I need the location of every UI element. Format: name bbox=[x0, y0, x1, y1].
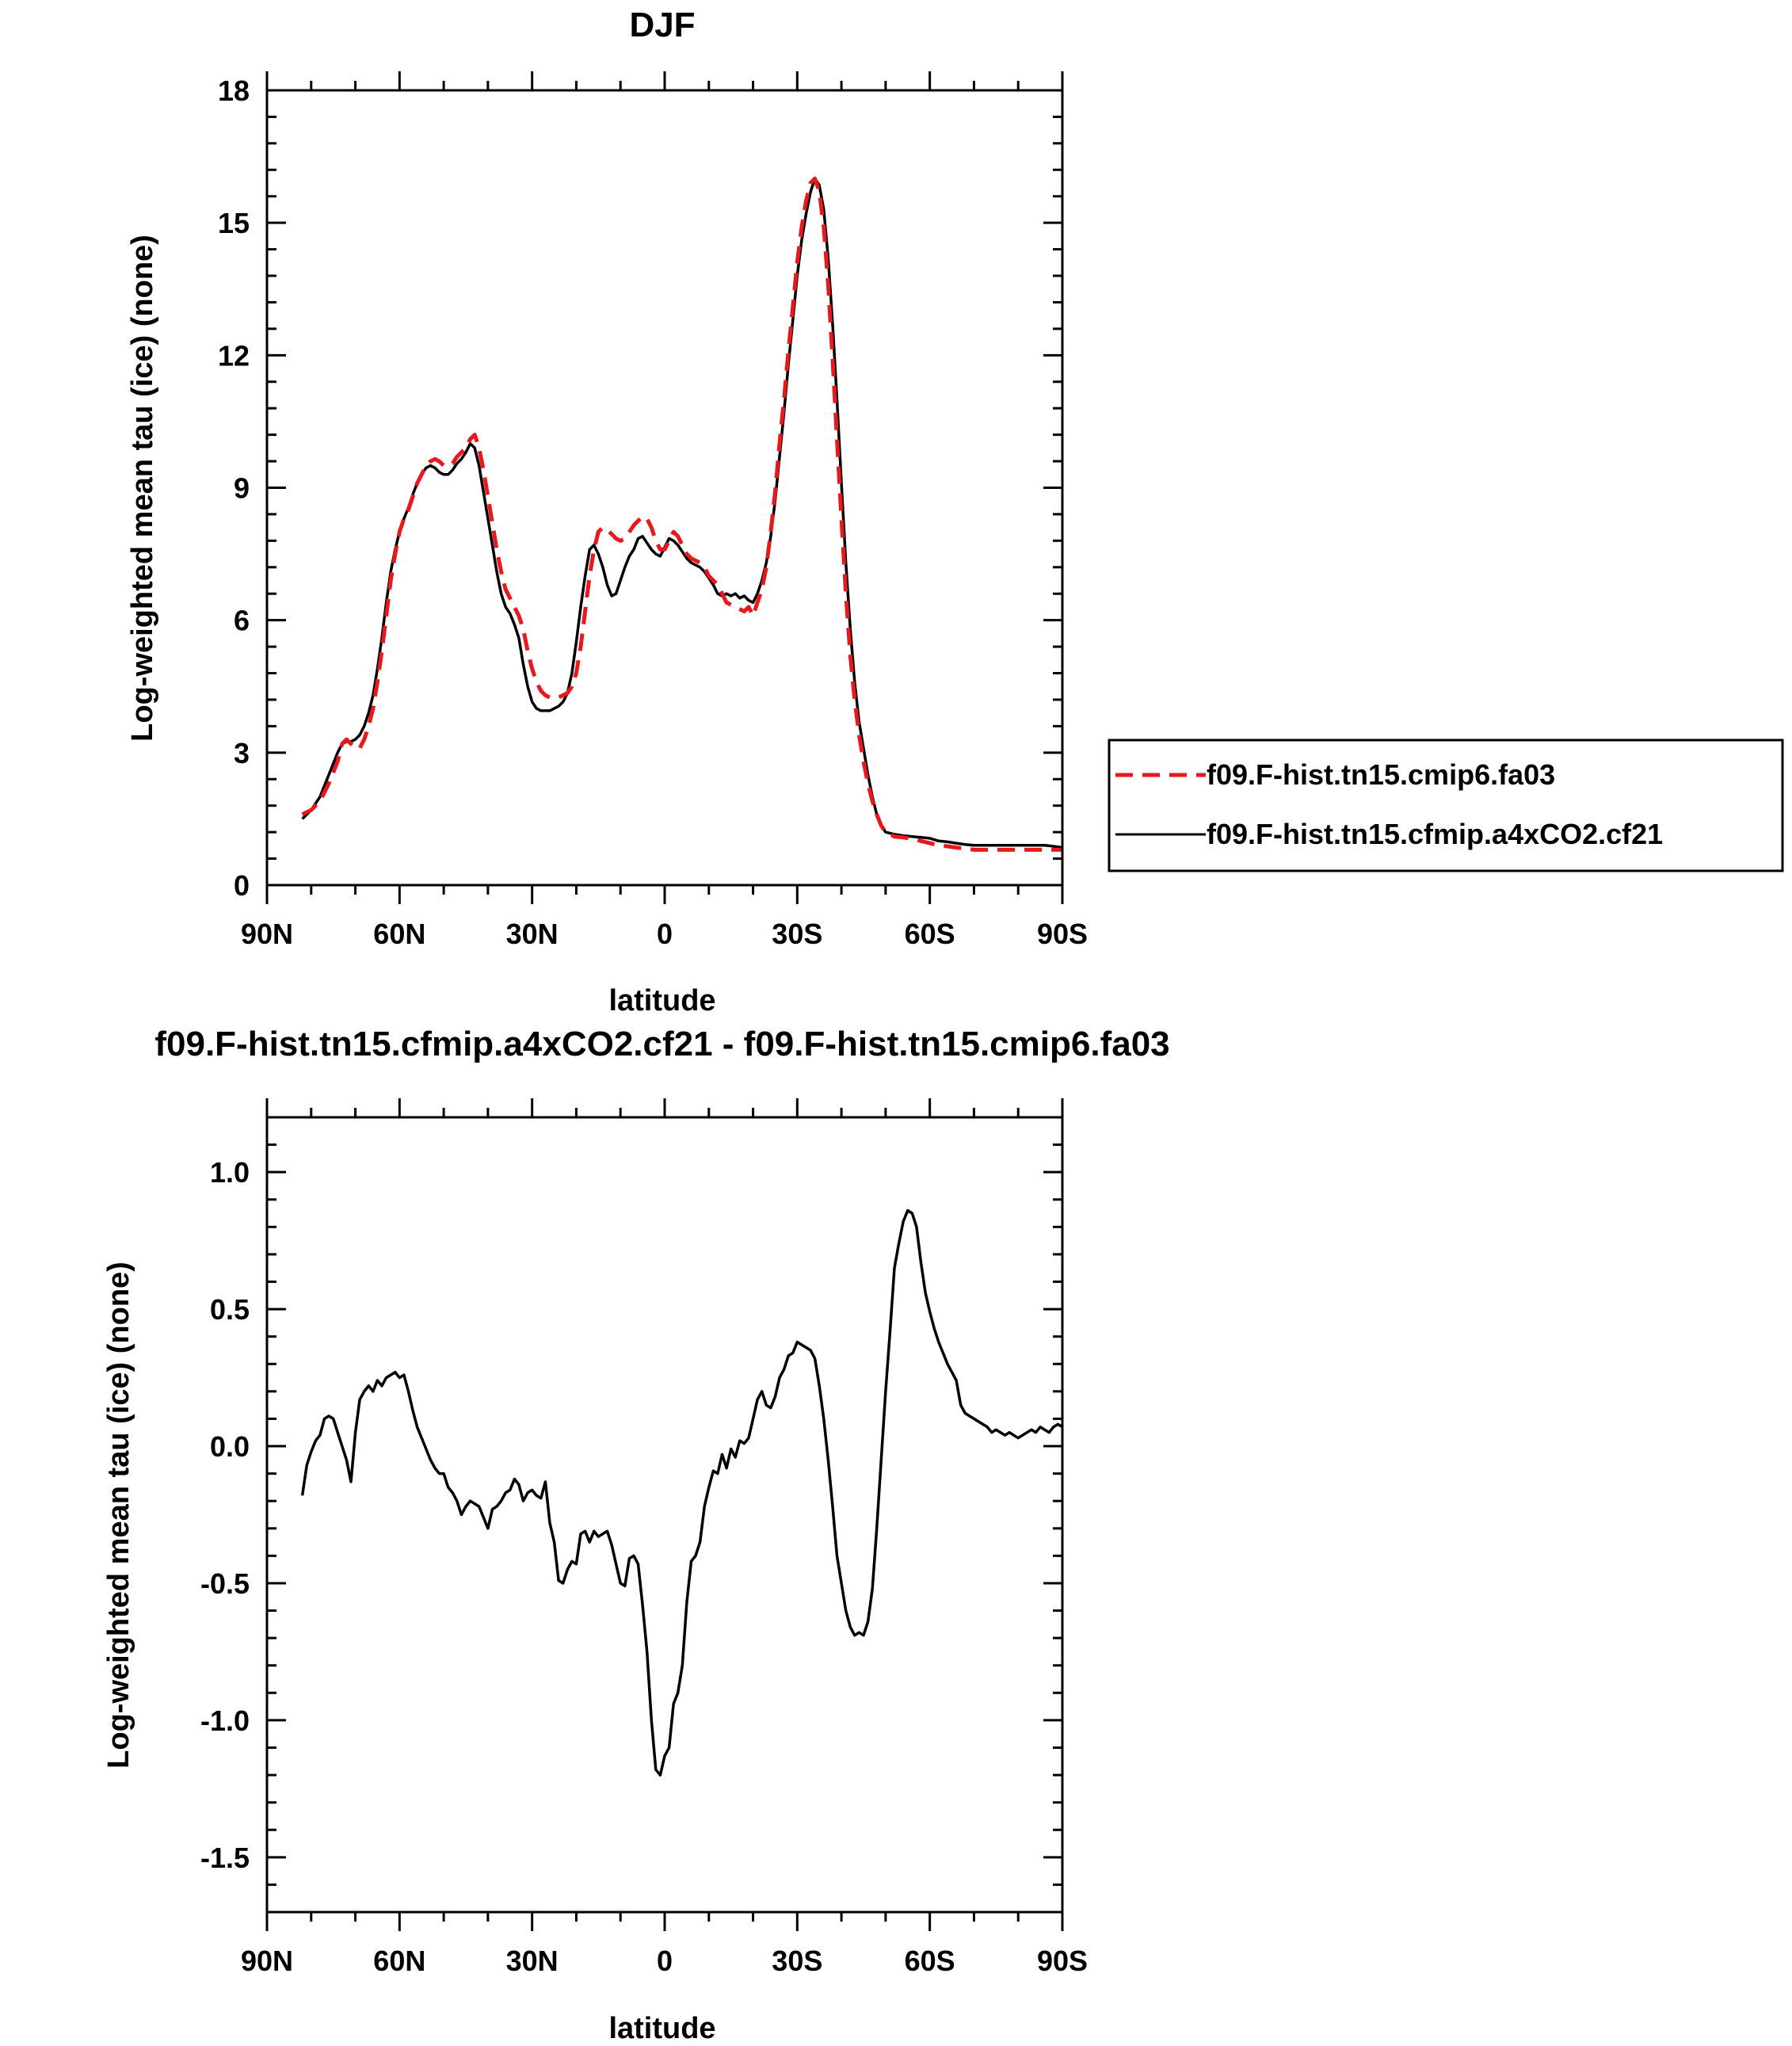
bottom-plot-frame bbox=[265, 1116, 1064, 1914]
bottom-x-tick-label: 90N bbox=[241, 1945, 293, 1977]
bottom-x-tick-label: 0 bbox=[657, 1945, 673, 1977]
top-y-tick-label: 15 bbox=[218, 207, 250, 239]
bottom-y-tick-label: -1.0 bbox=[200, 1704, 250, 1737]
top-x-tick-label: 30N bbox=[506, 918, 559, 950]
top-x-tick-label: 90S bbox=[1037, 918, 1088, 950]
top-plot-area bbox=[301, 176, 1063, 852]
top-y-tick-label: 18 bbox=[218, 74, 250, 107]
bottom-y-tick-label: -0.5 bbox=[200, 1567, 250, 1600]
top-y-tick-label: 9 bbox=[234, 472, 250, 505]
bottom-x-tick-label: 30N bbox=[506, 1945, 559, 1977]
top-chart-title: DJF bbox=[629, 6, 695, 44]
legend-box bbox=[1108, 739, 1784, 872]
bottom-x-axis-label: latitude bbox=[608, 2012, 715, 2045]
top-x-axis: 90N 60N 30N 0 30S 60S 90S bbox=[241, 71, 1088, 950]
bottom-x-tick-label: 90S bbox=[1037, 1945, 1088, 1977]
bottom-y-axis-label: Log-weighted mean tau (ice) (none) bbox=[102, 1262, 135, 1769]
bottom-plot-area bbox=[300, 1208, 1063, 1777]
top-x-tick-label: 60N bbox=[373, 918, 425, 950]
bottom-y-tick-label: 0.5 bbox=[210, 1293, 250, 1326]
top-x-tick-label: 60S bbox=[905, 918, 955, 950]
top-x-tick-label: 30S bbox=[772, 918, 822, 950]
top-series-line-1 bbox=[301, 176, 1062, 852]
bottom-y-tick-label: 0.0 bbox=[210, 1430, 250, 1463]
top-y-axis: 0 3 6 9 12 15 18 bbox=[218, 74, 1062, 902]
top-y-tick-label: 6 bbox=[234, 605, 250, 637]
bottom-x-tick-label: 60N bbox=[373, 1945, 425, 1977]
bottom-x-tick-label: 60S bbox=[905, 1945, 955, 1977]
legend: f09.F-hist.tn15.cmip6.fa03 f09.F-hist.tn… bbox=[1108, 739, 1784, 872]
bottom-x-tick-label: 30S bbox=[772, 1945, 822, 1977]
bottom-chart-title: f09.F-hist.tn15.cfmip.a4xCO2.cf21 - f09.… bbox=[154, 1025, 1169, 1063]
top-panel: DJF 0 3 6 9 12 15 18 90N 60N 30N 0 30S 60S 90S latit… bbox=[126, 6, 1784, 1017]
top-x-tick-label: 90N bbox=[241, 918, 293, 950]
legend-label-series-1: f09.F-hist.tn15.cmip6.fa03 bbox=[1207, 758, 1555, 791]
bottom-y-tick-label: -1.5 bbox=[200, 1842, 250, 1874]
bottom-series-line-1 bbox=[300, 1208, 1063, 1777]
bottom-panel: f09.F-hist.tn15.cfmip.a4xCO2.cf21 - f09.… bbox=[102, 1025, 1170, 2045]
top-y-tick-label: 12 bbox=[218, 339, 250, 372]
top-series-line-2 bbox=[301, 177, 1063, 849]
top-x-axis-label: latitude bbox=[608, 984, 715, 1017]
top-plot-frame bbox=[265, 89, 1064, 887]
top-y-tick-label: 0 bbox=[234, 869, 250, 902]
top-y-tick-label: 3 bbox=[234, 737, 250, 769]
bottom-x-axis: 90N 60N 30N 0 30S 60S 90S bbox=[241, 1098, 1088, 1977]
top-x-tick-label: 0 bbox=[657, 918, 673, 950]
bottom-y-tick-label: 1.0 bbox=[210, 1156, 250, 1189]
legend-label-series-2: f09.F-hist.tn15.cfmip.a4xCO2.cf21 bbox=[1207, 818, 1663, 850]
bottom-y-axis: -1.5 -1.0 -0.5 0.0 0.5 1.0 bbox=[200, 1116, 1062, 1914]
top-y-axis-label: Log-weighted mean tau (ice) (none) bbox=[126, 235, 159, 742]
